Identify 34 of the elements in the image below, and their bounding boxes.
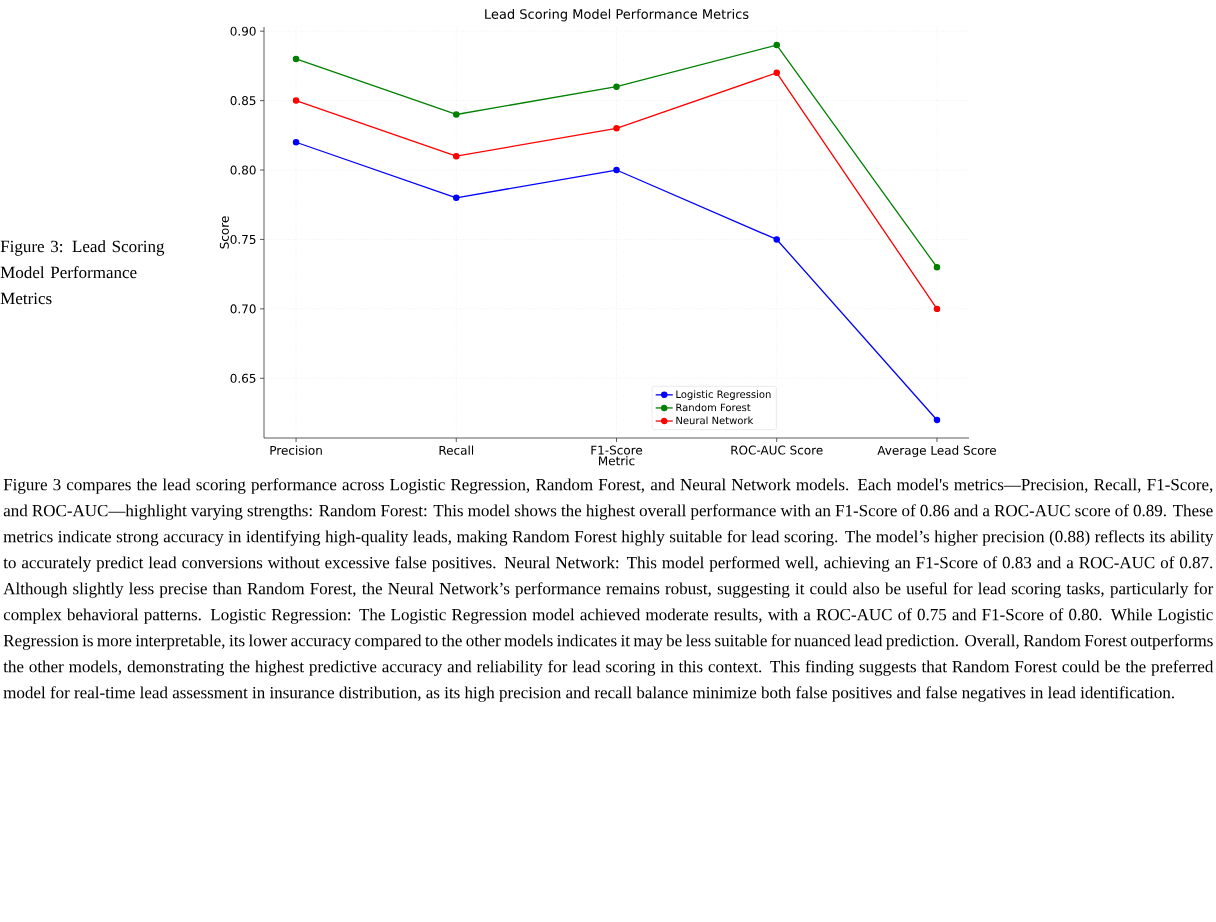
point (453, 111, 460, 118)
point (933, 305, 941, 313)
x-tick-label: ROC-AUC Score (731, 445, 823, 455)
y-tick-label: 0.65 (230, 373, 256, 383)
point (613, 125, 620, 132)
point (292, 55, 300, 63)
y-tick-label: 0.80 (230, 165, 256, 175)
point (292, 139, 300, 146)
legend-label: Neural Network (676, 416, 754, 425)
point (773, 236, 780, 243)
point (292, 97, 300, 104)
point (453, 194, 460, 202)
caption: Figure 3: Lead Scoring Model Performance Metrics (0, 240, 165, 305)
chart-title: Lead Scoring Model Performance Metrics (485, 8, 749, 22)
x-tick-label: Recall (439, 445, 474, 455)
y-axis-title: Score (219, 216, 229, 249)
x-tick-label: Average Lead Score (877, 445, 996, 458)
text: Figure 3 compares the lead scoring performance across Logistic Regression, Random Forest, and Neural Network models. Each model's metrics—Precision, Recall, F1-Score, and ROC-AUC—highlight varying strengths: Random Forest: This model shows the highest overall performance with an F1-Score of 0.86 and a ROC-AUC score of 0.89. These metrics indicate strong accuracy in identifying high-quality leads, making Random Forest highly suitable for lead scoring. The model’s higher precision (0.88) reflects its ability to accurately predict lead conversions without excessive false positives. Neural Network: This model performed well, achieving an F1-Score of 0.83 and a ROC-AUC of 0.87. Although slightly less precise than Random Forest, the Neural Network’s performance remains robust, suggesting it could also be useful for lead scoring tasks, particularly for complex behavioral patterns. Logistic Regression: The Logistic Regression model achieved moderate results, with a ROC-AUC of 0.75 and F1-Score of 0.80. While Logistic Regression is more interpretable, its lower accuracy compared to the other models indicates it may be less suitable for nuanced lead prediction. Overall, Random Forest outperforms the other models, demonstrating the highest predictive accuracy and reliability for lead scoring in this context. This finding suggests that Random Forest could be the preferred model for real-time lead assessment in insurance distribution, as its high precision and recall balance minimize both false positives and false negatives in lead identification. (3, 478, 1214, 702)
y-tick-label: 0.70 (230, 304, 256, 314)
point (453, 152, 460, 160)
y-tick-label: 0.90 (230, 26, 256, 36)
point (933, 416, 941, 424)
x-axis-title: Metric (599, 456, 635, 466)
point (773, 69, 780, 77)
x-tick-label: Precision (270, 445, 322, 455)
legend-label: Logistic Regression (676, 390, 771, 400)
y-tick-label: 0.75 (230, 234, 256, 244)
y-tick-label: 0.85 (230, 96, 256, 106)
legend-label: Random Forest (676, 403, 751, 412)
point (613, 166, 620, 174)
point (933, 263, 941, 271)
x-tick-label: F1-Score (591, 445, 643, 455)
point (613, 83, 620, 90)
point (773, 41, 780, 49)
